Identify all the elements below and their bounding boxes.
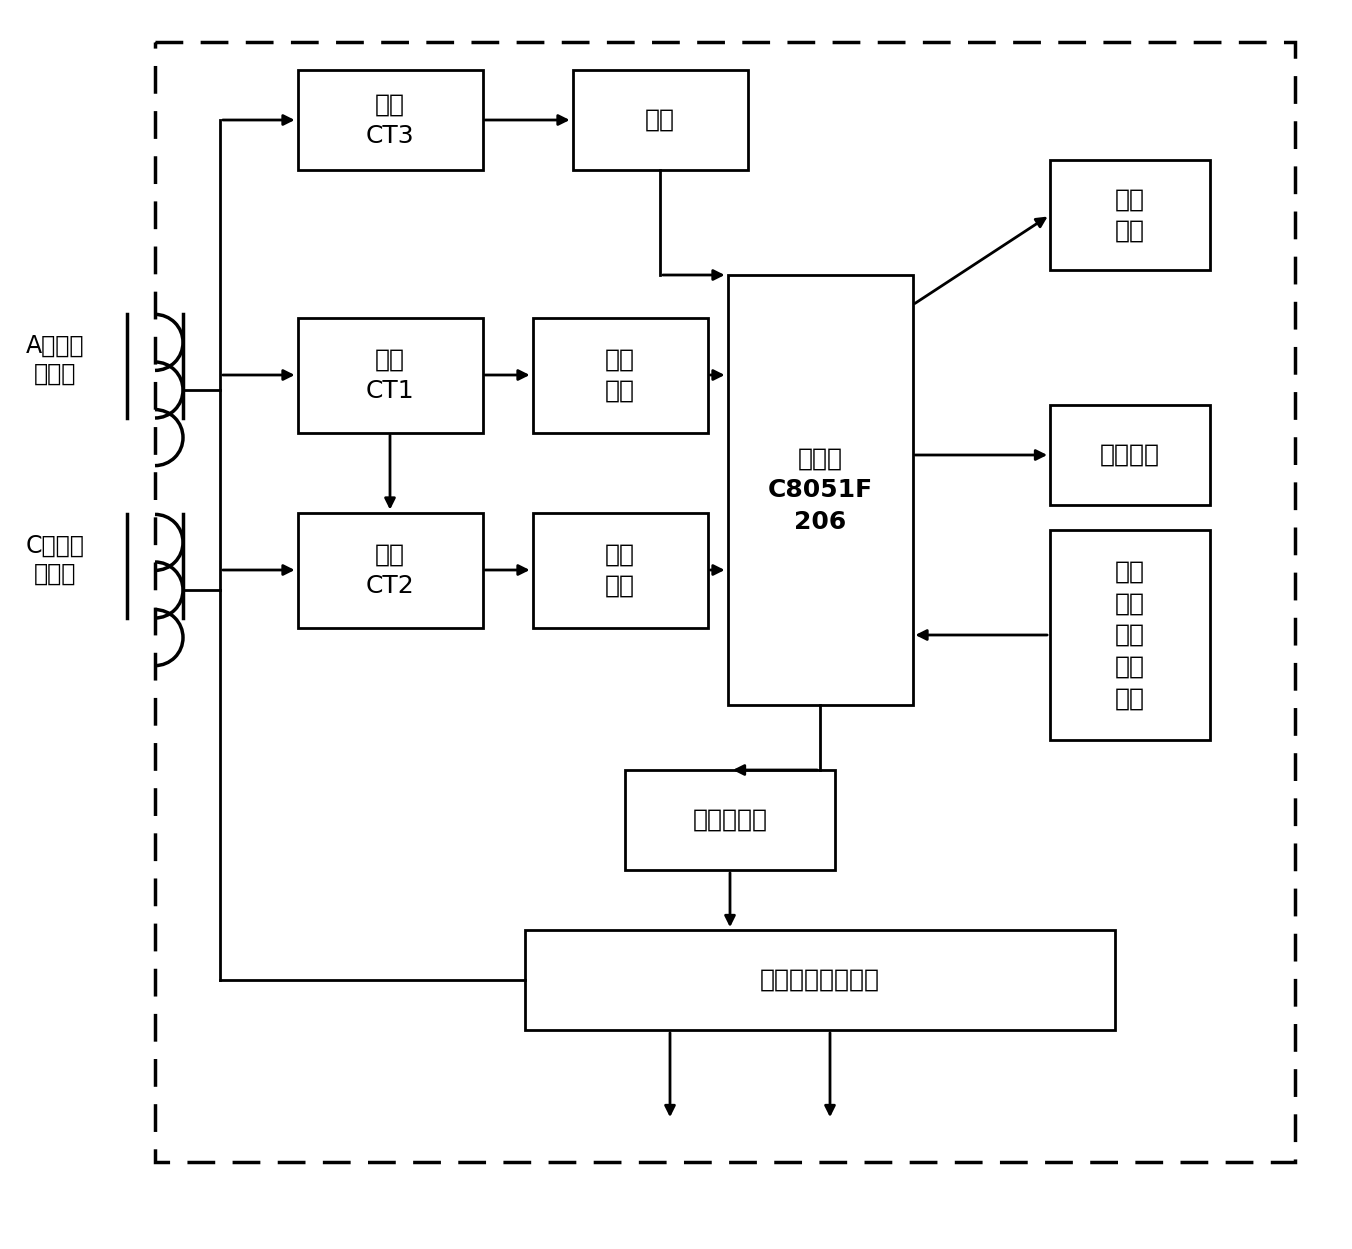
Text: 时钟
电路: 时钟 电路 xyxy=(1115,187,1145,242)
Bar xyxy=(572,70,748,170)
Text: 拨码
开关
状态
输入
电路: 拨码 开关 状态 输入 电路 xyxy=(1115,560,1145,711)
Text: 显示模块: 显示模块 xyxy=(1101,443,1160,467)
Bar xyxy=(533,512,707,627)
Bar xyxy=(727,275,913,704)
Text: 电源: 电源 xyxy=(645,107,675,132)
Text: 微型
CT1: 微型 CT1 xyxy=(365,347,414,402)
Bar xyxy=(297,70,483,170)
Bar xyxy=(533,317,707,432)
Text: 脱扣线圈驱动电路: 脱扣线圈驱动电路 xyxy=(760,968,880,992)
Bar xyxy=(155,42,1295,1162)
Bar xyxy=(297,317,483,432)
Text: 微型
CT2: 微型 CT2 xyxy=(365,542,414,598)
Text: 微型
CT3: 微型 CT3 xyxy=(365,92,414,147)
Text: A相电流
互感器: A相电流 互感器 xyxy=(26,333,84,386)
Bar xyxy=(297,512,483,627)
Bar xyxy=(625,769,836,871)
Text: 滤波
电路: 滤波 电路 xyxy=(604,542,635,598)
Text: 滤波
电路: 滤波 电路 xyxy=(604,347,635,402)
Text: C相电流
互感器: C相电流 互感器 xyxy=(26,535,84,586)
Bar xyxy=(1051,160,1210,270)
Bar xyxy=(525,931,1115,1030)
Bar xyxy=(1051,530,1210,739)
Bar xyxy=(1051,405,1210,505)
Text: 单片机
C8051F
206: 单片机 C8051F 206 xyxy=(768,446,872,533)
Text: 继电器输出: 继电器输出 xyxy=(692,808,768,832)
